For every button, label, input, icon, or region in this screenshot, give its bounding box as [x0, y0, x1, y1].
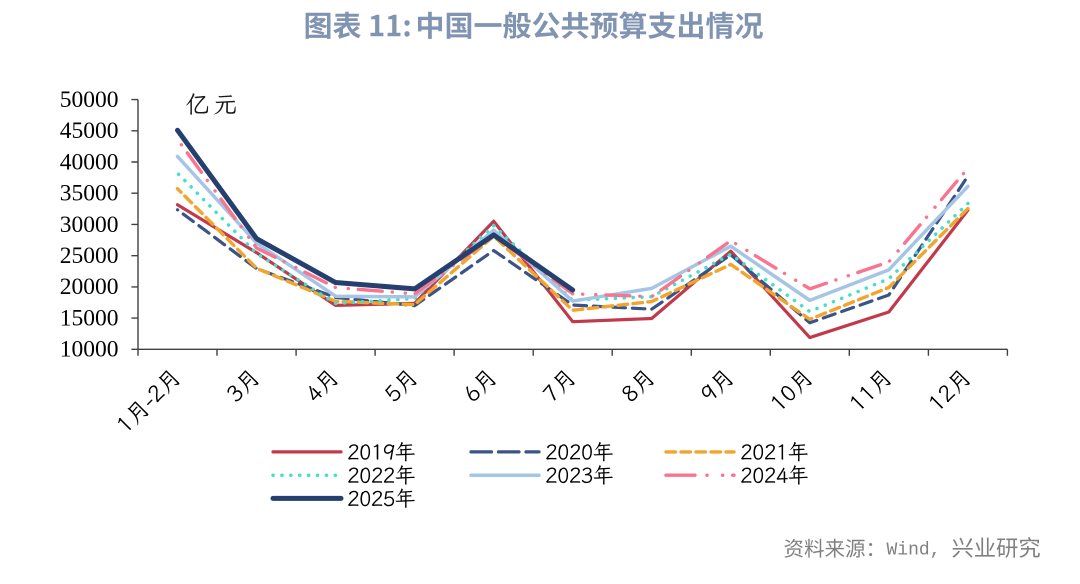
svg-text:45000: 45000 [60, 118, 119, 144]
svg-text:35000: 35000 [60, 181, 119, 207]
svg-text:30000: 30000 [60, 212, 119, 238]
svg-text:20000: 20000 [60, 274, 119, 300]
svg-text:50000: 50000 [60, 87, 119, 113]
svg-text:Wind,: Wind, [887, 541, 941, 561]
svg-text:10000: 10000 [60, 337, 119, 363]
svg-text:25000: 25000 [60, 243, 119, 269]
svg-text:15000: 15000 [60, 305, 119, 331]
svg-text:40000: 40000 [60, 149, 119, 175]
